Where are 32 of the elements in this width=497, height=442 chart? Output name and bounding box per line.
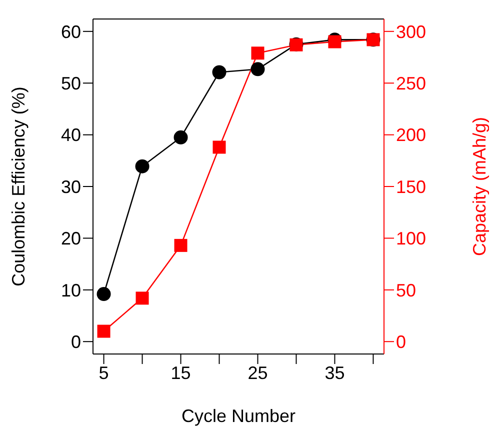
point	[97, 324, 110, 338]
y2-axis-title: Capacity (mAh/g)	[469, 116, 490, 256]
y2-tick-label: 250	[396, 73, 426, 94]
y-tick-label: 10	[60, 280, 81, 300]
point	[96, 287, 111, 302]
y2-tick-label: 0	[396, 332, 406, 352]
point	[135, 159, 150, 174]
point	[250, 62, 265, 76]
x-tick-label: 5	[98, 362, 109, 383]
point	[251, 46, 264, 60]
point	[174, 130, 188, 144]
y-axis-title: Coulombic Efficiency (%)	[8, 86, 28, 286]
y-tick-label: 60	[60, 22, 81, 42]
y-tick-label: 30	[60, 176, 81, 197]
point	[212, 140, 226, 154]
y-tick-label: 50	[60, 73, 81, 94]
y-tick-label: 0	[70, 332, 81, 352]
y2-tick-label: 150	[396, 176, 426, 197]
x-tick-label: 35	[324, 362, 345, 383]
point	[212, 65, 226, 80]
y2-tick-label: 200	[396, 125, 426, 146]
y-tick-label: 40	[60, 125, 81, 146]
point	[174, 238, 188, 252]
y2-tick-label: 100	[396, 228, 426, 249]
y2-tick-label: 300	[396, 22, 426, 42]
y2-tick-label: 50	[396, 280, 416, 300]
y-tick-label: 20	[60, 228, 81, 249]
x-axis-title: Cycle Number	[181, 406, 296, 426]
point	[328, 35, 342, 48]
x-tick-label: 25	[248, 362, 268, 383]
x-tick-label: 15	[170, 362, 191, 383]
point	[136, 292, 149, 305]
